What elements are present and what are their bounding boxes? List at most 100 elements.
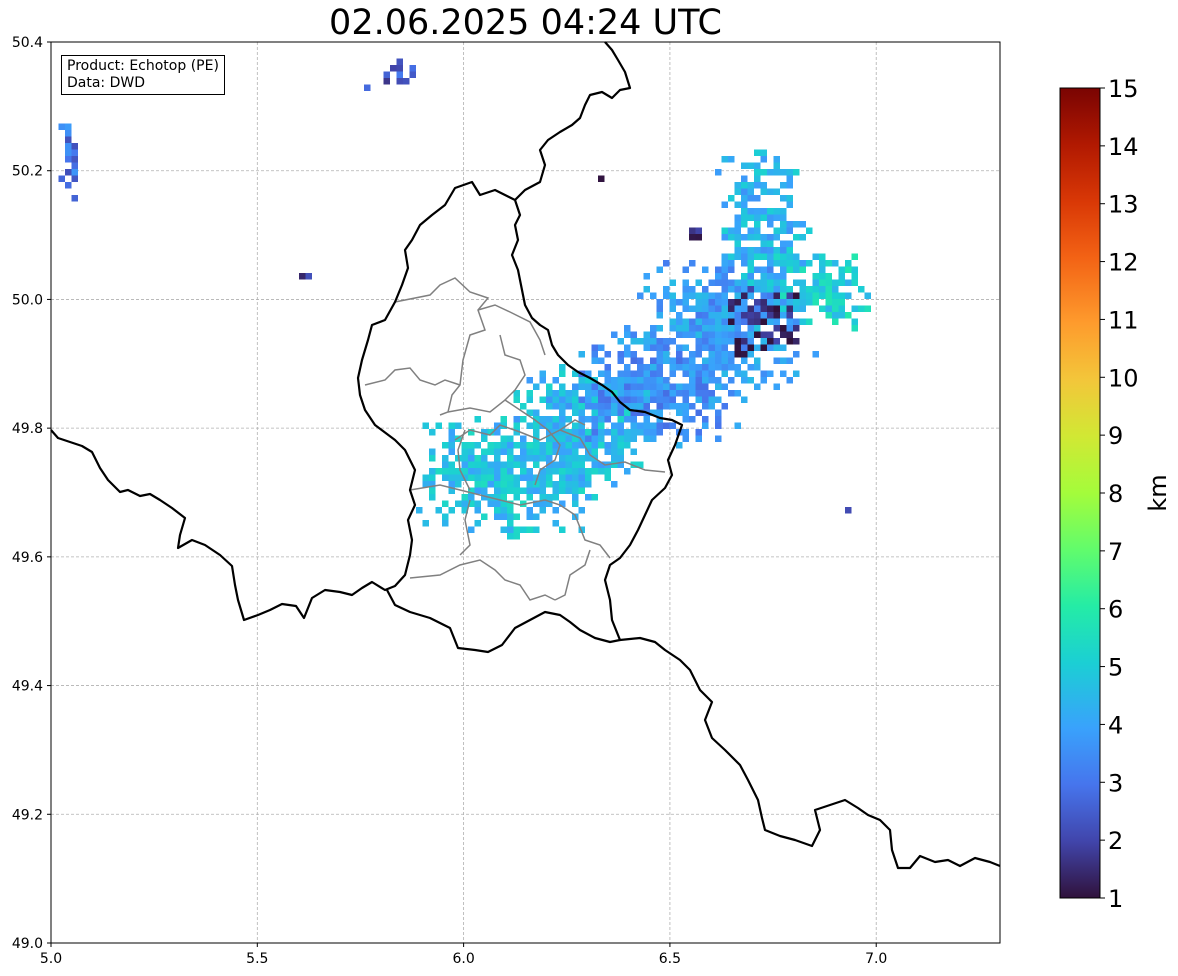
echo-cell [702,331,709,338]
colorbar-label: km [1144,474,1172,511]
region-border [499,334,526,401]
echo-cell [578,507,585,514]
echo-cell [539,468,546,475]
echo-cell [513,442,520,449]
echo-cell [513,494,520,501]
product-text: Product: Echotop (PE) [67,58,219,74]
echo-cell [845,266,852,273]
echo-cell [708,351,715,358]
echo-cell [799,234,806,241]
echo-cell [767,305,774,312]
echo-cell [845,312,852,319]
echo-cell [715,351,722,358]
echo-cell [624,396,631,403]
echo-cell [832,292,839,299]
echo-cell [546,435,553,442]
echo-cell [851,305,858,312]
echo-cell [617,390,624,397]
echo-cell [578,429,585,436]
echo-cell [702,383,709,390]
echo-cell [760,305,767,312]
echo-cell [682,403,689,410]
echo-cell [598,344,605,351]
echo-cell [793,253,800,260]
echo-cell [481,494,488,501]
echo-cell [559,435,566,442]
echo-cell [390,65,397,72]
echo-cell [422,474,429,481]
echo-cell [773,156,780,163]
echo-cell [71,195,78,202]
region-border [409,484,546,506]
echo-cell [656,396,663,403]
echo-cell [494,487,501,494]
echo-cell [767,318,774,325]
echo-cell [520,455,527,462]
echo-cell [799,292,806,299]
echo-cell [520,435,527,442]
echo-cell [812,286,819,293]
echo-cell [617,383,624,390]
echo-cell [539,396,546,403]
echo-cell [604,364,611,371]
echo-cell [650,338,657,345]
echo-cell [487,468,494,475]
echo-cell [663,357,670,364]
echo-cell [812,279,819,286]
echo-cell [604,409,611,416]
echo-cell [656,422,663,429]
echo-cell [819,273,826,280]
echo-cell [786,305,793,312]
echo-cell [734,344,741,351]
echo-cell [741,201,748,208]
echo-cell [533,481,540,488]
echo-cell [747,214,754,221]
echo-cell [767,344,774,351]
echo-cell [838,292,845,299]
echo-cell [786,292,793,299]
echo-cell [728,156,735,163]
echo-cell [793,234,800,241]
echo-cell [734,338,741,345]
colorbar-tick-label: 7 [1108,538,1123,566]
echo-cell [656,416,663,423]
echo-cell [396,78,403,85]
echo-cell [598,422,605,429]
echo-cell [585,396,592,403]
echo-cell [734,253,741,260]
echo-cell [715,169,722,176]
echo-cell [702,416,709,423]
echo-cell [754,331,761,338]
echo-cell [643,273,650,280]
echo-cell [513,390,520,397]
echo-cell [598,390,605,397]
echo-cell [793,338,800,345]
echo-cell [734,305,741,312]
echo-cell [656,429,663,436]
country-border [386,589,621,654]
region-border [364,367,461,386]
echo-cell [507,487,514,494]
y-tick-label: 50.4 [12,35,43,51]
echo-cell [773,260,780,267]
echo-cell [819,286,826,293]
echo-cell [793,351,800,358]
echo-cell [695,227,702,234]
echo-cell [507,442,514,449]
echo-cell [747,305,754,312]
echo-cell [507,533,514,540]
echo-cell [832,279,839,286]
echo-cell [676,344,683,351]
echo-cell [617,338,624,345]
echo-cell [611,377,618,384]
echo-cell [572,403,579,410]
echo-cell [747,364,754,371]
echo-cell [676,351,683,358]
echo-cell [663,403,670,410]
echo-cell [728,260,735,267]
echo-cell [604,416,611,423]
echo-cell [682,416,689,423]
echo-cell [487,448,494,455]
echo-cell [559,526,566,533]
echo-cell [299,273,306,280]
